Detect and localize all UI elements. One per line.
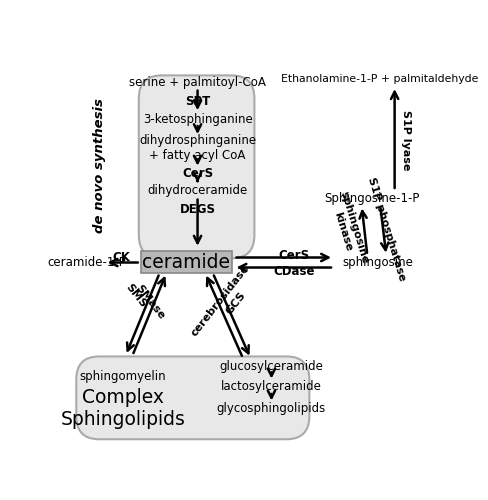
FancyArrowPatch shape <box>133 278 164 353</box>
Text: S1P lyase: S1P lyase <box>400 110 410 170</box>
Text: CK: CK <box>112 250 130 264</box>
Text: SMase: SMase <box>133 284 166 322</box>
Text: Sphingosine-1-P: Sphingosine-1-P <box>324 192 419 205</box>
Text: glycosphingolipids: glycosphingolipids <box>216 402 325 414</box>
Text: 3-ketosphinganine: 3-ketosphinganine <box>142 113 252 126</box>
Text: serine + palmitoyl-CoA: serine + palmitoyl-CoA <box>129 76 265 89</box>
Text: SMS: SMS <box>123 282 148 310</box>
Text: Complex
Sphingolipids: Complex Sphingolipids <box>61 388 185 429</box>
FancyArrowPatch shape <box>194 156 201 163</box>
Text: S1P phosphatase: S1P phosphatase <box>365 176 406 282</box>
Text: lactosylceramide: lactosylceramide <box>221 380 321 393</box>
Text: SPT: SPT <box>184 94 210 108</box>
FancyArrowPatch shape <box>194 172 201 181</box>
FancyBboxPatch shape <box>76 356 309 439</box>
FancyArrowPatch shape <box>213 276 248 353</box>
Text: sphingomyelin: sphingomyelin <box>80 370 166 383</box>
Text: de novo synthesis: de novo synthesis <box>92 98 105 234</box>
FancyArrowPatch shape <box>359 211 366 253</box>
Text: CerS: CerS <box>182 167 213 180</box>
FancyArrowPatch shape <box>390 92 397 188</box>
Text: ceramide-1-P: ceramide-1-P <box>47 256 125 269</box>
FancyArrowPatch shape <box>110 259 138 266</box>
Text: sphingosine
kinase: sphingosine kinase <box>326 190 369 268</box>
Text: dihydroceramide: dihydroceramide <box>147 184 247 198</box>
FancyBboxPatch shape <box>141 251 231 274</box>
Text: dihydrosphinganine
+ fatty acyl CoA: dihydrosphinganine + fatty acyl CoA <box>139 134 256 162</box>
FancyArrowPatch shape <box>267 390 275 398</box>
Text: Ethanolamine-1-P + palmitaldehyde: Ethanolamine-1-P + palmitaldehyde <box>280 74 477 84</box>
Text: glucosylceramide: glucosylceramide <box>219 360 323 372</box>
Text: cerebrosidase: cerebrosidase <box>189 263 251 338</box>
FancyBboxPatch shape <box>139 76 254 258</box>
FancyArrowPatch shape <box>194 200 201 243</box>
Text: CDase: CDase <box>273 265 314 278</box>
Text: GCS: GCS <box>224 290 247 316</box>
FancyArrowPatch shape <box>206 278 242 356</box>
Text: CerS: CerS <box>278 249 309 262</box>
Text: ceramide: ceramide <box>142 253 230 272</box>
FancyArrowPatch shape <box>194 124 201 132</box>
FancyArrowPatch shape <box>380 208 387 250</box>
FancyArrowPatch shape <box>127 276 158 350</box>
Text: DEGS: DEGS <box>179 203 215 216</box>
FancyArrowPatch shape <box>194 90 201 108</box>
FancyArrowPatch shape <box>239 264 330 271</box>
FancyArrowPatch shape <box>267 368 275 376</box>
FancyArrowPatch shape <box>236 254 328 261</box>
Text: sphingosine: sphingosine <box>342 256 412 269</box>
